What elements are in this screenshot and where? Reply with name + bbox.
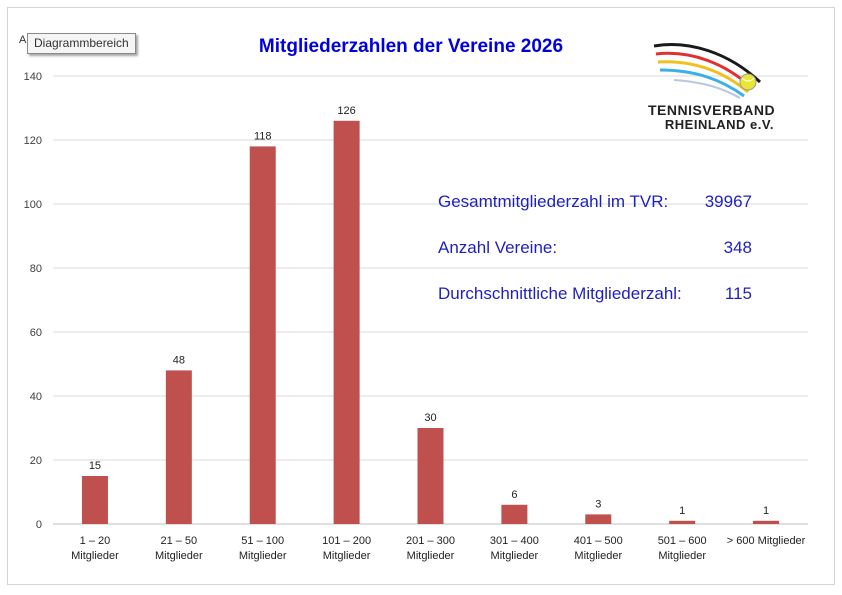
bar [81, 476, 108, 524]
bar [669, 520, 696, 524]
x-tick-label: 201 – 300 [406, 535, 455, 547]
x-tick-label: 101 – 200 [322, 535, 371, 547]
data-label: 48 [173, 354, 185, 366]
tennis-ball-swoosh-icon [653, 43, 762, 99]
data-label: 6 [511, 489, 517, 501]
data-label: 126 [337, 105, 355, 117]
data-label: 30 [424, 412, 436, 424]
chart-area-tooltip: Diagrammbereich [27, 33, 136, 54]
stat-label: Durchschnittliche Mitgliederzahl: [438, 284, 682, 303]
stat-label: Gesamtmitgliederzahl im TVR: [438, 192, 669, 211]
chart-frame [7, 7, 835, 585]
x-tick-label: Mitglieder [239, 550, 287, 562]
x-tick-label: 501 – 600 [658, 535, 707, 547]
x-tick-label: Mitglieder [71, 550, 119, 562]
data-label: 118 [254, 130, 272, 142]
bar [417, 428, 444, 524]
y-tick-label: 40 [30, 391, 42, 403]
x-tick-label: 1 – 20 [80, 535, 111, 547]
x-tick-label: 51 – 100 [241, 535, 284, 547]
y-tick-label: 20 [30, 455, 42, 467]
y-tick-label: 60 [30, 327, 42, 339]
x-tick-label: Mitglieder [491, 550, 539, 562]
tennisverband-logo: TENNISVERBAND RHEINLAND e.V. [648, 38, 780, 142]
bar [333, 120, 360, 525]
data-label: 15 [89, 460, 101, 472]
bar [501, 504, 528, 524]
stat-value: 348 [723, 238, 752, 257]
x-tick-label: 21 – 50 [160, 535, 197, 547]
bar [165, 370, 192, 524]
bar [753, 520, 780, 524]
y-tick-label: 120 [24, 135, 42, 147]
stat-value: 39967 [704, 192, 752, 211]
data-label: 1 [763, 505, 769, 517]
y-tick-label: 0 [36, 519, 42, 531]
x-tick-label: > 600 Mitglieder [727, 535, 806, 547]
logo-line-2: RHEINLAND e.V. [664, 117, 774, 132]
x-tick-label: Mitglieder [407, 550, 455, 562]
x-tick-label: 401 – 500 [574, 535, 623, 547]
chart-title: Mitgliederzahlen der Vereine 2026 [258, 36, 564, 57]
y-tick-label: 140 [24, 71, 42, 83]
y-tick-label: 80 [30, 263, 42, 275]
x-tick-label: Mitglieder [323, 550, 371, 562]
data-label: 3 [595, 498, 601, 510]
x-tick-label: Mitglieder [574, 550, 622, 562]
bar [249, 146, 276, 524]
stat-value: 115 [724, 284, 752, 303]
axis-title-fragment: A [19, 34, 27, 46]
x-tick-label: Mitglieder [155, 550, 203, 562]
stat-label: Anzahl Vereine: [438, 238, 558, 257]
x-tick-label: Mitglieder [658, 550, 706, 562]
bar [585, 514, 612, 524]
y-tick-label: 100 [24, 199, 42, 211]
logo-line-1: TENNISVERBAND [648, 102, 776, 118]
x-tick-label: 301 – 400 [490, 535, 539, 547]
data-label: 1 [679, 505, 685, 517]
